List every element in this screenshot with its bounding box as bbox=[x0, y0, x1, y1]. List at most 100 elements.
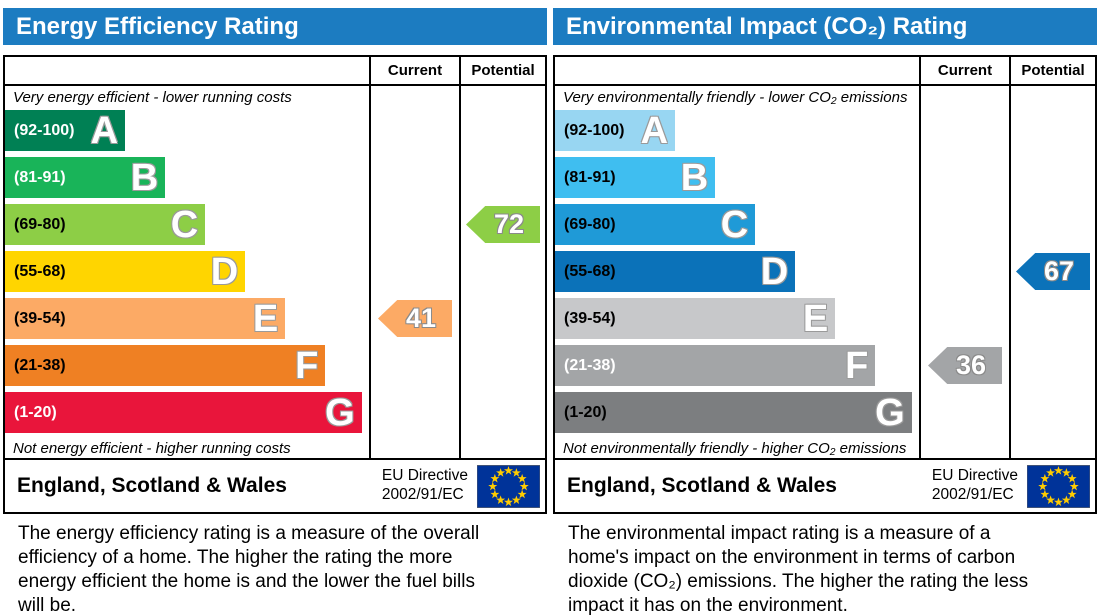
band-row: (21-38) F bbox=[5, 342, 369, 389]
current-rating-arrow: 41 bbox=[378, 300, 452, 337]
band-letter: A bbox=[640, 109, 669, 152]
band-letter: F bbox=[845, 344, 869, 387]
table-header-row: Current Potential bbox=[5, 57, 545, 86]
eu-directive-label: EU Directive 2002/91/EC bbox=[932, 467, 1018, 504]
potential-column: 72 bbox=[459, 86, 545, 458]
band-row: (39-54) E bbox=[555, 295, 919, 342]
energy-efficiency-description: The energy efficiency rating is a measur… bbox=[18, 523, 480, 616]
band-row: (1-20) G bbox=[555, 389, 919, 436]
environmental-impact-description: The environmental impact rating is a mea… bbox=[568, 523, 1029, 616]
bands-stack: (92-100) A (81-91) B (69 bbox=[5, 107, 369, 436]
band-row: (1-20) G bbox=[5, 389, 369, 436]
band-g: (1-20) G bbox=[555, 392, 912, 433]
band-letter: C bbox=[170, 203, 199, 246]
environmental-impact-title: Environmental Impact (CO₂) Rating bbox=[553, 8, 1097, 45]
current-rating-arrow: 36 bbox=[928, 347, 1002, 384]
band-letter: D bbox=[210, 250, 239, 293]
band-range: (92-100) bbox=[14, 121, 75, 139]
current-column-header: Current bbox=[369, 57, 459, 84]
band-d: (55-68) D bbox=[5, 250, 246, 293]
band-range: (21-38) bbox=[564, 356, 616, 374]
region-label: England, Scotland & Wales bbox=[567, 474, 837, 497]
current-column: 36 bbox=[919, 86, 1009, 458]
band-row: (81-91) B bbox=[555, 154, 919, 201]
potential-rating-arrow: 67 bbox=[1016, 253, 1090, 290]
band-c: (69-80) C bbox=[555, 203, 756, 246]
rating-bands-chart: Very environmentally friendly - lower CO… bbox=[555, 86, 919, 458]
header-spacer-cell bbox=[5, 57, 369, 84]
environmental-impact-table: Current Potential Very environmentally f… bbox=[553, 55, 1097, 514]
bands-stack: (92-100) A (81-91) B (69 bbox=[555, 107, 919, 436]
band-row: (39-54) E bbox=[5, 295, 369, 342]
band-a: (92-100) A bbox=[5, 109, 126, 152]
region-label: England, Scotland & Wales bbox=[17, 474, 287, 497]
band-letter: B bbox=[680, 156, 709, 199]
band-letter: A bbox=[90, 109, 119, 152]
eu-directive-line1: EU Directive bbox=[381, 467, 468, 485]
band-row: (21-38) F bbox=[555, 342, 919, 389]
current-column: 41 bbox=[369, 86, 459, 458]
table-header-row: Current Potential bbox=[555, 57, 1095, 86]
band-row: (92-100) A bbox=[5, 107, 369, 154]
band-row: (69-80) C bbox=[5, 201, 369, 248]
band-row: (55-68) D bbox=[555, 248, 919, 295]
top-caption: Very energy efficient - lower running co… bbox=[13, 89, 292, 106]
bottom-caption: Not environmentally friendly - higher CO… bbox=[563, 440, 907, 457]
header-spacer-cell bbox=[555, 57, 919, 84]
band-range: (21-38) bbox=[14, 356, 66, 374]
band-letter: F bbox=[295, 344, 319, 387]
band-g: (1-20) G bbox=[5, 392, 362, 433]
table-body: Very energy efficient - lower running co… bbox=[5, 86, 545, 458]
band-row: (92-100) A bbox=[555, 107, 919, 154]
top-caption: Very environmentally friendly - lower CO… bbox=[563, 89, 908, 106]
eu-directive-line2: 2002/91/EC bbox=[381, 486, 464, 503]
current-column-header: Current bbox=[919, 57, 1009, 84]
potential-rating-arrow: 72 bbox=[466, 206, 540, 243]
energy-efficiency-table: Current Potential Very energy efficient … bbox=[3, 55, 547, 514]
band-row: (81-91) B bbox=[5, 154, 369, 201]
band-range: (81-91) bbox=[564, 168, 616, 186]
band-letter: C bbox=[720, 203, 749, 246]
energy-efficiency-title: Energy Efficiency Rating bbox=[3, 8, 547, 45]
band-e: (39-54) E bbox=[5, 297, 286, 340]
band-range: (69-80) bbox=[14, 215, 66, 233]
table-footer: England, Scotland & Wales EU Directive 2… bbox=[555, 458, 1095, 512]
band-letter: G bbox=[875, 391, 905, 434]
band-letter: E bbox=[252, 297, 279, 340]
band-b: (81-91) B bbox=[555, 156, 716, 199]
eu-directive-line1: EU Directive bbox=[931, 467, 1018, 485]
band-range: (39-54) bbox=[14, 309, 66, 327]
band-row: (55-68) D bbox=[5, 248, 369, 295]
table-footer: England, Scotland & Wales EU Directive 2… bbox=[5, 458, 545, 512]
band-range: (1-20) bbox=[14, 403, 57, 421]
band-range: (81-91) bbox=[14, 168, 66, 186]
band-row: (69-80) C bbox=[555, 201, 919, 248]
potential-column-header: Potential bbox=[459, 57, 545, 84]
eu-flag-icon bbox=[1027, 464, 1090, 508]
eu-directive-label: EU Directive 2002/91/EC bbox=[382, 467, 468, 504]
rating-bands-chart: Very energy efficient - lower running co… bbox=[5, 86, 369, 458]
band-range: (55-68) bbox=[14, 262, 66, 280]
band-letter: B bbox=[130, 156, 159, 199]
band-range: (69-80) bbox=[564, 215, 616, 233]
eu-directive-line2: 2002/91/EC bbox=[931, 486, 1014, 503]
potential-column-header: Potential bbox=[1009, 57, 1095, 84]
band-letter: D bbox=[760, 250, 789, 293]
band-c: (69-80) C bbox=[5, 203, 206, 246]
band-b: (81-91) B bbox=[5, 156, 166, 199]
table-body: Very environmentally friendly - lower CO… bbox=[555, 86, 1095, 458]
environmental-impact-panel: Environmental Impact (CO₂) Rating Curren… bbox=[553, 8, 1097, 616]
band-range: (55-68) bbox=[564, 262, 616, 280]
band-f: (21-38) F bbox=[555, 344, 876, 387]
potential-column: 67 bbox=[1009, 86, 1095, 458]
bottom-caption: Not energy efficient - higher running co… bbox=[13, 440, 291, 457]
band-range: (39-54) bbox=[564, 309, 616, 327]
band-d: (55-68) D bbox=[555, 250, 796, 293]
band-range: (92-100) bbox=[564, 121, 625, 139]
eu-flag-icon bbox=[477, 464, 540, 508]
band-letter: E bbox=[802, 297, 829, 340]
band-letter: G bbox=[325, 391, 355, 434]
band-range: (1-20) bbox=[564, 403, 607, 421]
energy-efficiency-panel: Energy Efficiency Rating Current Potenti… bbox=[3, 8, 547, 616]
